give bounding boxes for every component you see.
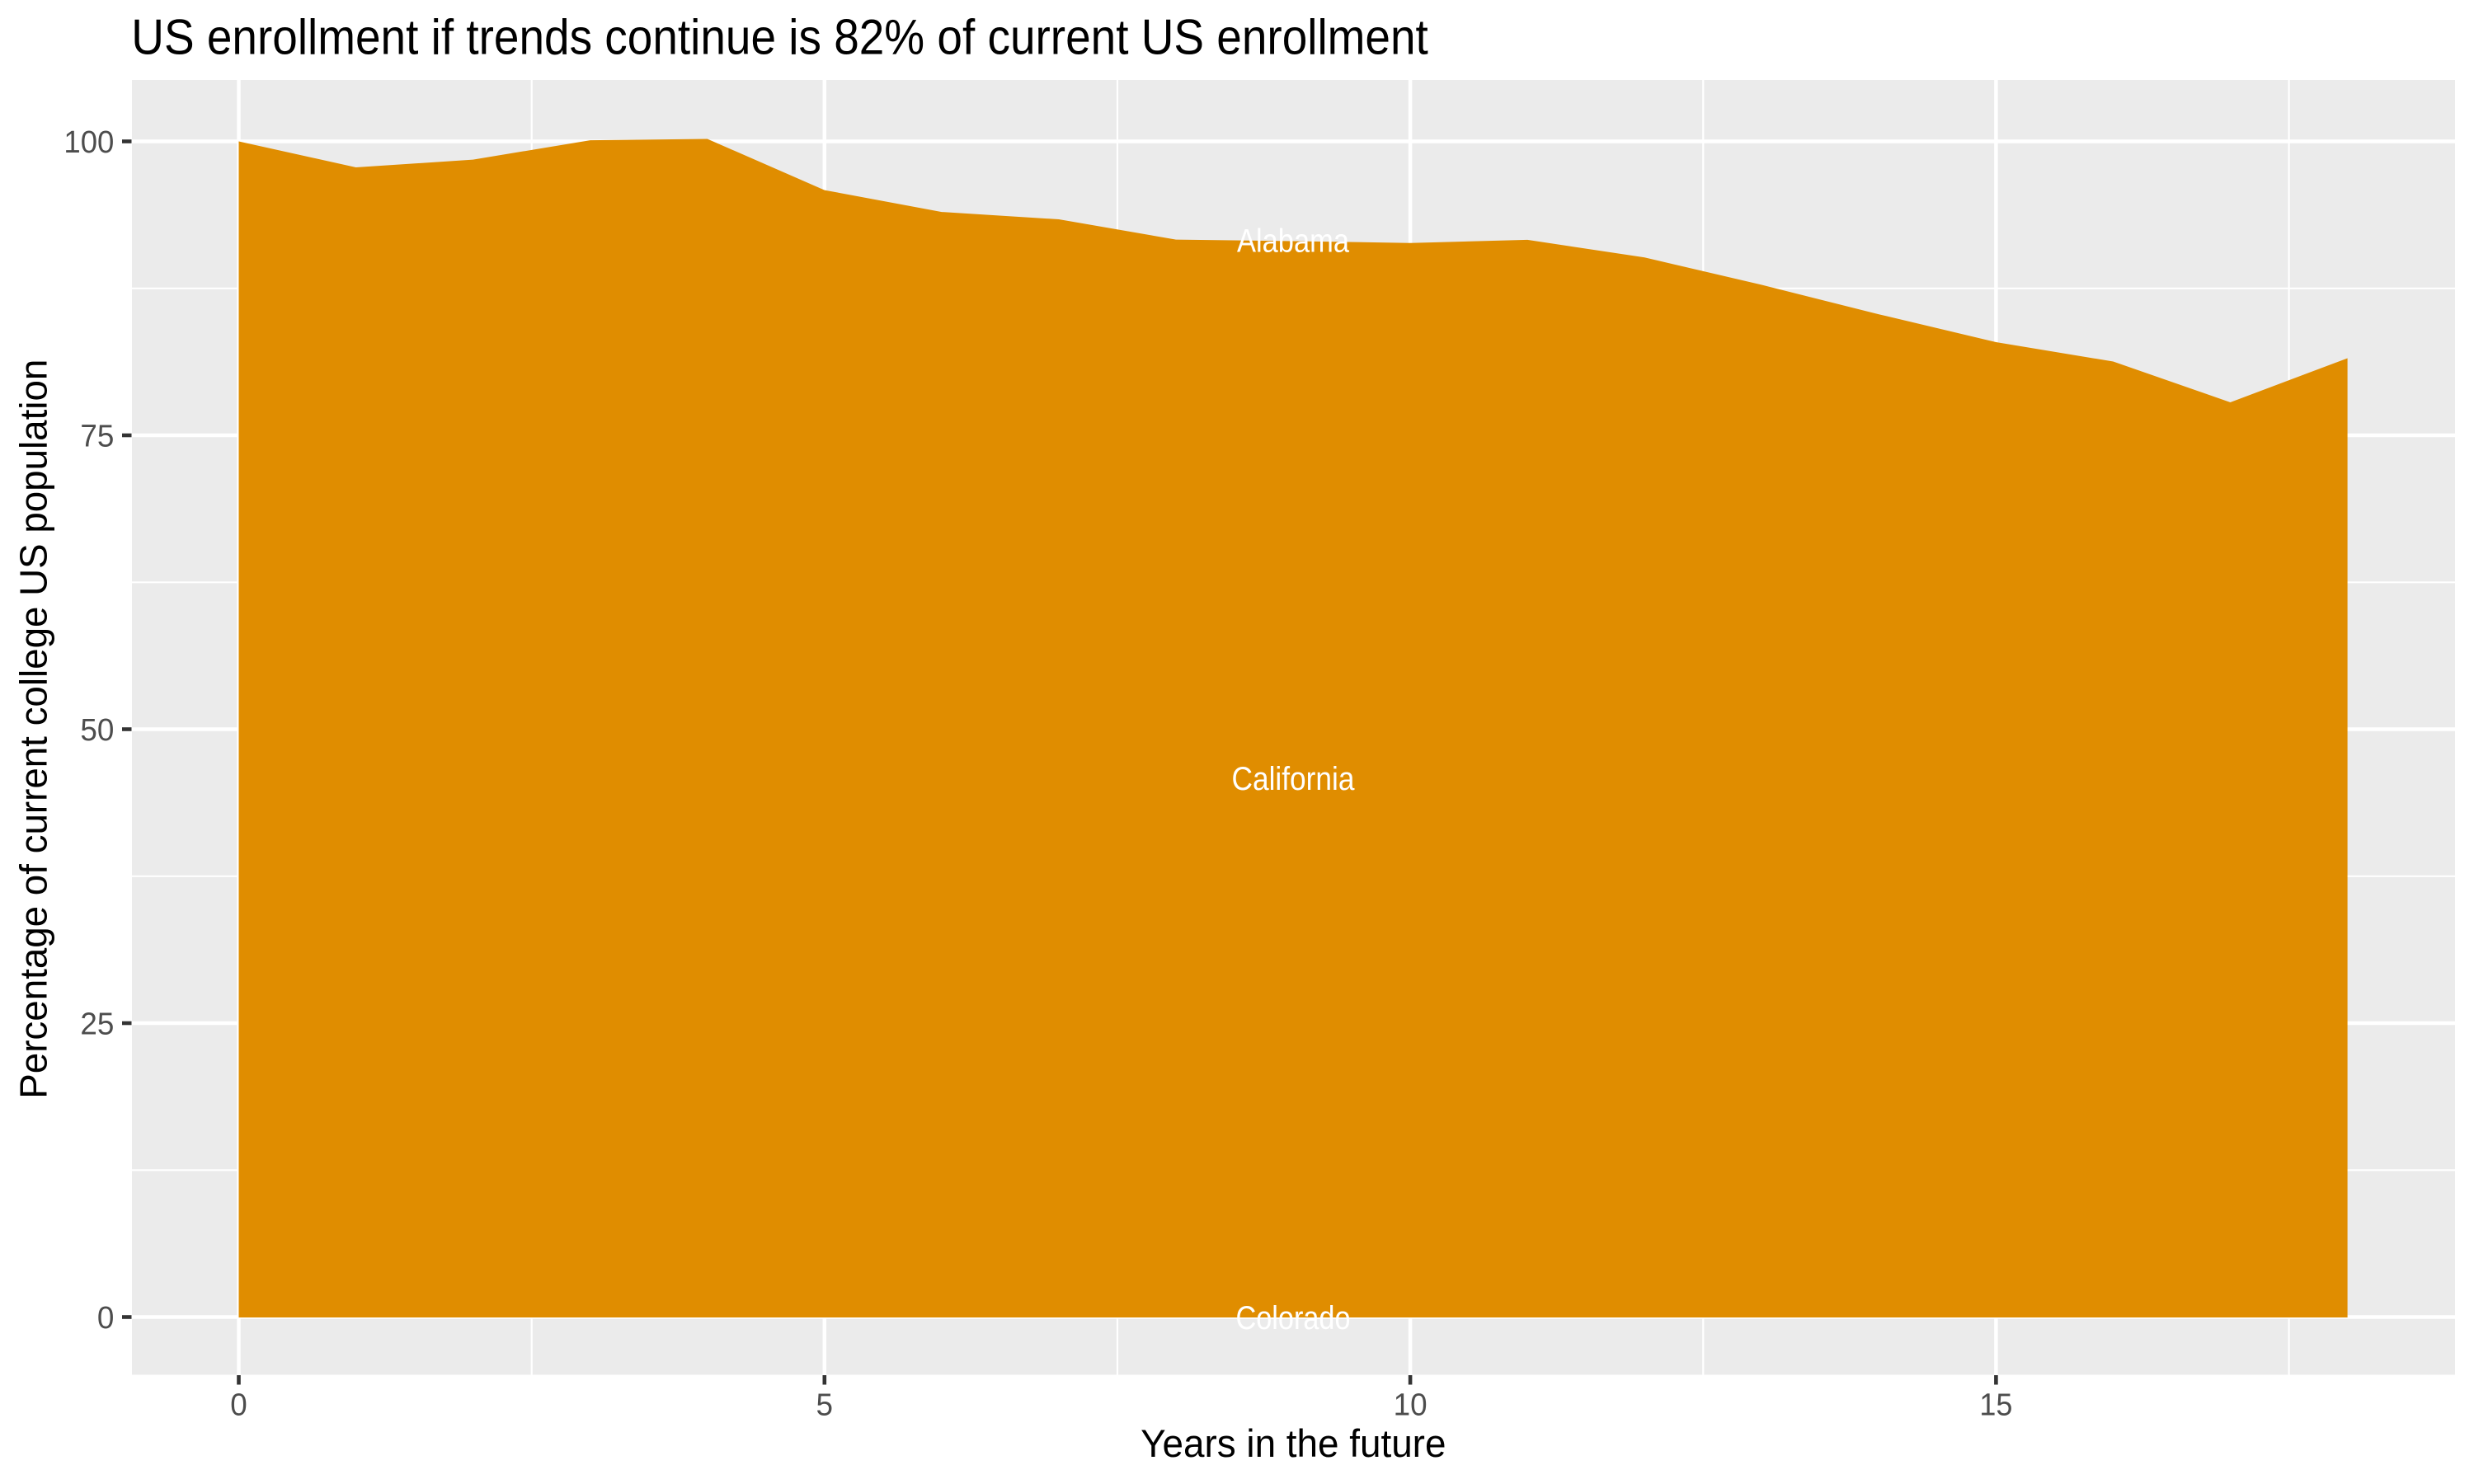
svg-text:US enrollment if trends contin: US enrollment if trends continue is 82% …: [131, 10, 1428, 65]
svg-text:75: 75: [80, 419, 114, 453]
svg-text:0: 0: [97, 1301, 115, 1336]
svg-text:5: 5: [816, 1388, 834, 1422]
svg-text:25: 25: [80, 1007, 114, 1041]
svg-text:0: 0: [230, 1388, 247, 1422]
svg-text:Years in the future: Years in the future: [1141, 1421, 1446, 1465]
svg-text:Colorado: Colorado: [1236, 1300, 1351, 1336]
svg-text:15: 15: [1979, 1388, 2012, 1422]
svg-text:50: 50: [80, 713, 114, 748]
svg-text:Percentage of current college: Percentage of current college US populat…: [12, 359, 54, 1099]
svg-text:California: California: [1232, 761, 1355, 797]
svg-text:Alabama: Alabama: [1237, 223, 1349, 260]
svg-text:100: 100: [63, 125, 114, 160]
svg-text:10: 10: [1394, 1388, 1427, 1422]
